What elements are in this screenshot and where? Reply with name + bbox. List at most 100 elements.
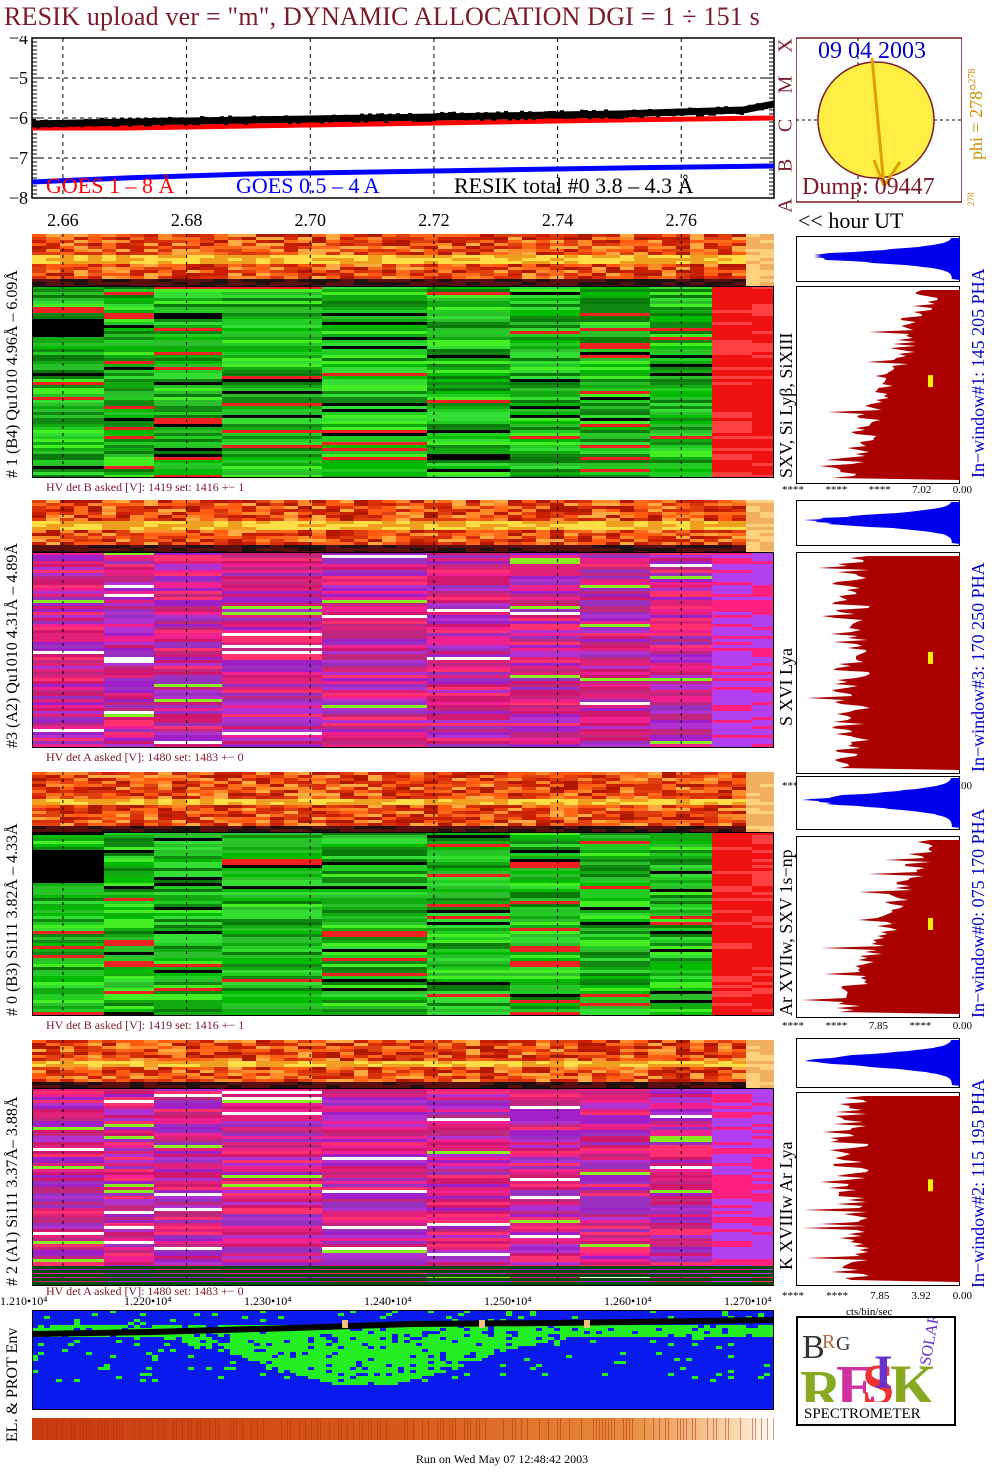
resik-total-point xyxy=(364,116,368,123)
resik-logo: B R G R E S I K SOLAR SPECTROMETER xyxy=(796,1312,956,1426)
goes-class-label-B: B xyxy=(774,158,797,173)
detector-1-heatmap xyxy=(32,552,774,748)
footer-run-date: Run on Wed May 07 12:48:42 2003 xyxy=(415,1452,589,1466)
resik-total-point xyxy=(380,113,384,120)
resik-total-point xyxy=(644,109,648,116)
resik-total-point xyxy=(280,116,284,123)
env-tick-2: 1.230•10⁴ xyxy=(244,1294,292,1308)
resik-total-point xyxy=(104,120,108,127)
resik-total-point xyxy=(632,109,636,116)
resik-total-point xyxy=(160,119,164,126)
env-heatmap xyxy=(32,1310,774,1410)
resik-total-point xyxy=(720,108,724,115)
resik-total-point xyxy=(724,106,728,113)
detector-3-heatmap xyxy=(32,1088,774,1286)
resik-total-point xyxy=(92,120,96,127)
resik-total-point xyxy=(260,115,264,122)
goes-series-line-0 xyxy=(32,115,775,131)
pha-tick: **** xyxy=(782,1290,804,1302)
resik-total-point xyxy=(32,119,36,126)
pha-marker xyxy=(928,917,933,930)
resik-total-point xyxy=(128,120,132,127)
detector-1-pha-red xyxy=(796,552,960,774)
resik-total-point xyxy=(132,119,136,126)
resik-total-point xyxy=(176,117,180,124)
sun-phi-label: phi = 278°278 xyxy=(966,68,986,160)
resik-total-point xyxy=(504,110,508,117)
resik-total-point xyxy=(124,119,128,126)
pha-tick: 7.85 xyxy=(868,1020,888,1032)
detector-0-strip xyxy=(32,234,774,286)
env-tick-3: 1.240•10⁴ xyxy=(364,1294,412,1308)
time-tick-2: 2.70 xyxy=(294,210,327,230)
resik-total-point xyxy=(164,117,168,124)
goes-plot: −4 −5 −6 −7 −8 xyxy=(9,36,775,206)
resik-total-point xyxy=(760,104,764,111)
resik-total-point xyxy=(36,122,40,129)
detector-2-label: # 0 (B3) Si111 3.82Å – 4.33Å xyxy=(4,823,21,1016)
resik-total-point xyxy=(376,113,380,120)
resik-total-point xyxy=(616,113,620,120)
resik-total-point xyxy=(308,116,312,123)
resik-total-point xyxy=(108,119,112,126)
resik-total-point xyxy=(612,112,616,119)
resik-total-point xyxy=(696,110,700,117)
detector-0-pha-blue xyxy=(796,236,960,282)
resik-total-point xyxy=(756,103,760,110)
resik-total-point xyxy=(40,119,44,126)
resik-total-point xyxy=(588,113,592,120)
resik-total-point xyxy=(492,114,496,121)
resik-total-point xyxy=(444,112,448,119)
resik-total-point xyxy=(496,111,500,118)
resik-total-point xyxy=(560,110,564,117)
time-tick-1: 2.68 xyxy=(170,210,203,230)
logo-letter-b: B xyxy=(802,1329,825,1366)
resik-total-point xyxy=(512,113,516,120)
resik-total-point xyxy=(48,121,52,128)
detector-0-pha-red xyxy=(796,286,960,484)
resik-total-point xyxy=(228,115,232,122)
env-tick-4: 1.250•10⁴ xyxy=(484,1294,532,1308)
pha-tick: **** xyxy=(909,1020,932,1032)
resik-total-point xyxy=(464,114,468,121)
resik-total-point xyxy=(52,120,56,127)
resik-total-point xyxy=(68,120,72,127)
env-marker-2 xyxy=(584,1320,590,1328)
detector-2-lines-label: Ar XVIIw, SXV 1s−np xyxy=(776,849,796,1016)
resik-total-point xyxy=(288,117,292,124)
resik-total-point xyxy=(312,115,316,122)
env-tick-1: 1.220•10⁴ xyxy=(124,1294,172,1308)
resik-total-point xyxy=(192,118,196,125)
env-tick-0: 1.210•10⁴ xyxy=(0,1294,48,1308)
resik-total-point xyxy=(668,109,672,116)
resik-total-point xyxy=(296,117,300,124)
resik-total-point xyxy=(88,119,92,126)
detector-3-pha-blue xyxy=(796,1038,960,1088)
detector-1-window-label: In−window#3: 170 250 PHA xyxy=(968,562,988,772)
resik-total-point xyxy=(340,114,344,121)
resik-total-point xyxy=(72,120,76,127)
resik-total-point xyxy=(680,109,684,116)
resik-total-point xyxy=(516,114,520,121)
resik-total-point xyxy=(656,111,660,118)
resik-total-point xyxy=(440,111,444,118)
sun-dump: Dump: 09447 xyxy=(802,174,935,200)
resik-total-point xyxy=(608,112,612,119)
detector-0-pha-ticks: **** **** **** 7.02 0.00 xyxy=(782,484,972,496)
resik-total-point xyxy=(184,119,188,126)
detector-3-window-label: In−window#2: 115 195 PHA xyxy=(968,1079,988,1288)
resik-total-point xyxy=(412,116,416,123)
resik-total-point xyxy=(344,114,348,121)
detector-1-label: #3 (A2) Qu1010 4.31Å – 4.89Å xyxy=(4,543,21,748)
resik-total-point xyxy=(768,102,772,109)
resik-total-point xyxy=(548,111,552,118)
resik-total-point xyxy=(284,115,288,122)
pha-tick: 0.00 xyxy=(952,484,972,496)
detector-3-pha-red xyxy=(796,1092,960,1286)
pha-tick: **** xyxy=(825,484,848,496)
logo-graphic: B R G R E S I K SOLAR SPECTROMETER xyxy=(798,1312,954,1424)
resik-total-point xyxy=(400,114,404,121)
resik-total-point xyxy=(556,112,560,119)
detector-0-window-label: In−window#1: 145 205 PHA xyxy=(968,268,988,478)
resik-total-point xyxy=(520,110,524,117)
